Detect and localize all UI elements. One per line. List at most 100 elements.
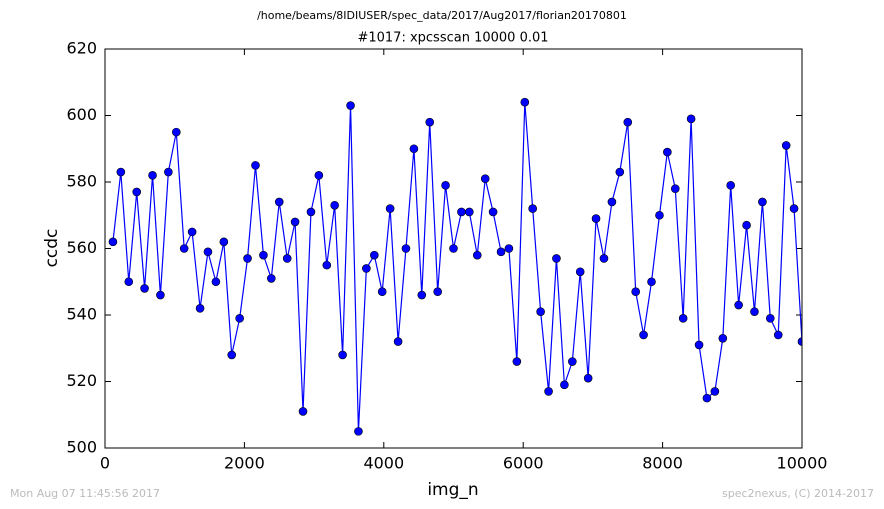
data-point	[219, 237, 229, 247]
plot-area	[108, 97, 802, 436]
data-point	[385, 204, 395, 213]
data-point	[274, 197, 284, 207]
x-tick-label: 10000	[777, 454, 828, 473]
data-point	[623, 117, 633, 127]
data-point	[164, 167, 173, 177]
y-tick-label: 580	[66, 172, 97, 191]
data-point	[465, 207, 474, 217]
data-point	[583, 373, 593, 383]
data-point	[314, 171, 324, 180]
data-point	[678, 314, 688, 323]
x-tick-label: 0	[100, 454, 110, 473]
chart-title: #1017: xpcsscan 10000 0.01	[357, 31, 548, 46]
data-point	[599, 254, 609, 263]
data-point	[702, 393, 712, 403]
y-tick-label: 500	[66, 438, 97, 457]
data-point	[742, 220, 751, 230]
y-tick-label: 540	[66, 305, 97, 324]
x-tick-label: 2000	[224, 454, 265, 473]
data-point	[718, 333, 728, 343]
plot-frame	[104, 48, 803, 449]
data-point	[552, 254, 561, 263]
y-tick-label: 560	[66, 238, 97, 257]
y-tick-label: 620	[66, 39, 97, 58]
data-point	[124, 277, 134, 287]
data-point	[235, 314, 244, 323]
y-axis-label: ccdc	[42, 229, 62, 268]
data-point	[172, 127, 181, 137]
data-point	[710, 387, 720, 396]
data-point	[734, 300, 743, 310]
data-point	[544, 387, 553, 396]
data-point	[758, 197, 767, 207]
data-point	[663, 147, 672, 157]
footer-date: Mon Aug 07 11:45:56 2017	[10, 487, 160, 500]
data-point	[655, 210, 664, 220]
data-point	[203, 247, 213, 257]
data-point	[306, 207, 316, 217]
data-point	[488, 207, 498, 217]
y-tick-label: 520	[66, 371, 97, 390]
data-point	[354, 427, 363, 436]
y-tick-label: 600	[66, 105, 97, 124]
data-point	[512, 357, 522, 366]
x-tick-label: 8000	[642, 454, 683, 473]
data-point	[338, 350, 347, 360]
data-point	[670, 184, 680, 193]
data-point	[346, 101, 355, 110]
data-point	[195, 304, 205, 313]
data-point	[789, 204, 799, 213]
data-point	[615, 167, 625, 177]
data-point	[797, 337, 802, 346]
data-point	[520, 97, 530, 107]
data-point	[591, 214, 601, 223]
data-point	[211, 277, 221, 287]
data-point	[504, 244, 514, 253]
data-point	[457, 207, 466, 217]
data-point	[243, 254, 252, 263]
data-point	[750, 307, 759, 316]
data-point	[472, 250, 482, 260]
x-tick-label: 4000	[363, 454, 404, 473]
data-point	[187, 227, 197, 237]
data-point	[401, 244, 411, 253]
data-point	[290, 217, 300, 227]
data-point	[765, 314, 775, 323]
data-point	[259, 250, 268, 260]
data-point	[480, 174, 490, 183]
data-point	[417, 290, 427, 300]
data-point	[330, 200, 339, 210]
data-point	[433, 287, 442, 297]
data-point	[575, 267, 585, 277]
data-point	[298, 407, 308, 416]
data-point	[362, 264, 371, 273]
data-point	[528, 204, 537, 213]
data-point	[631, 287, 640, 297]
footer-credit: spec2nexus, (C) 2014-2017	[722, 487, 874, 500]
data-point	[449, 244, 458, 253]
data-point	[441, 181, 450, 190]
data-point	[227, 350, 237, 360]
data-point	[322, 260, 332, 270]
data-point	[393, 337, 403, 346]
data-point	[647, 277, 656, 287]
data-point	[370, 250, 379, 260]
data-point	[156, 290, 165, 300]
data-point	[132, 187, 142, 197]
data-point	[781, 141, 791, 150]
data-point	[496, 247, 506, 257]
x-axis-label: img_n	[427, 480, 478, 500]
data-point	[377, 287, 387, 297]
data-point	[267, 274, 276, 283]
data-point	[116, 167, 126, 177]
data-point	[686, 114, 696, 124]
data-point	[536, 307, 545, 316]
data-point	[425, 117, 435, 127]
data-point	[568, 357, 577, 366]
data-point	[282, 254, 292, 263]
data-point	[140, 284, 149, 293]
data-point	[409, 144, 419, 154]
data-point	[773, 330, 783, 340]
data-point	[148, 171, 157, 180]
